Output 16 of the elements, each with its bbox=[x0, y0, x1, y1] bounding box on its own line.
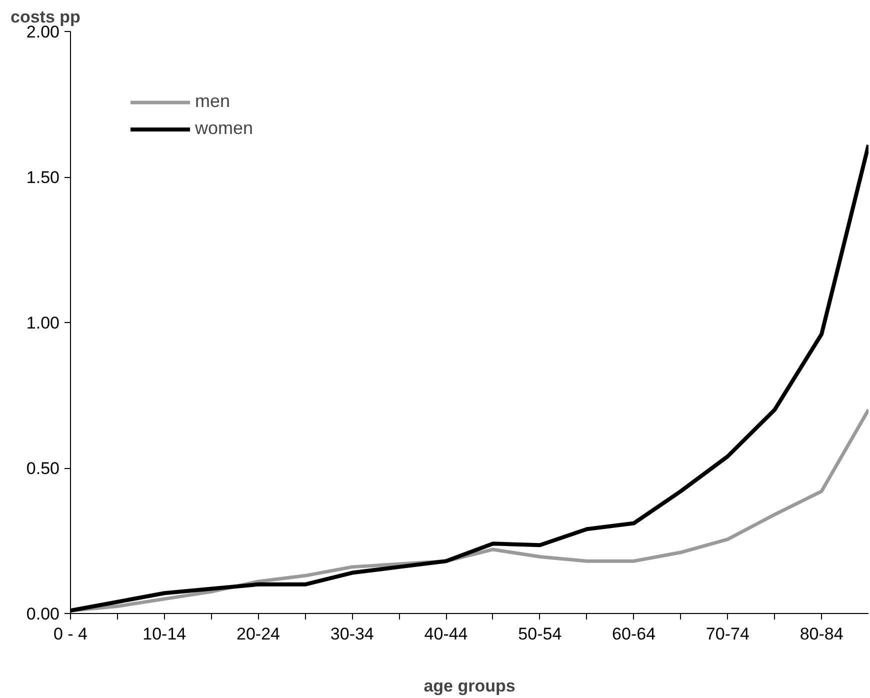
x-tick-label: 60-64 bbox=[612, 624, 656, 644]
x-tick-label: 70-74 bbox=[706, 624, 750, 644]
x-tick-label: 40-44 bbox=[424, 624, 468, 644]
y-tick-label: 1.50 bbox=[26, 168, 60, 187]
x-tick-label: 0 - 4 bbox=[53, 624, 88, 644]
x-tick-label: 20-24 bbox=[236, 624, 280, 644]
x-tick-label: 80-84 bbox=[800, 624, 844, 644]
x-tick-label: 50-54 bbox=[518, 624, 562, 644]
x-tick-label: 30-34 bbox=[330, 624, 374, 644]
y-tick-label: 0.50 bbox=[26, 459, 60, 478]
x-axis-title: age groups bbox=[424, 676, 516, 696]
legend-label: men bbox=[195, 91, 230, 112]
y-tick-label: 0.00 bbox=[26, 604, 60, 624]
x-tick-label: 10-14 bbox=[142, 624, 186, 644]
legend-label: women bbox=[195, 118, 254, 139]
y-tick-label: 1.00 bbox=[26, 314, 60, 332]
